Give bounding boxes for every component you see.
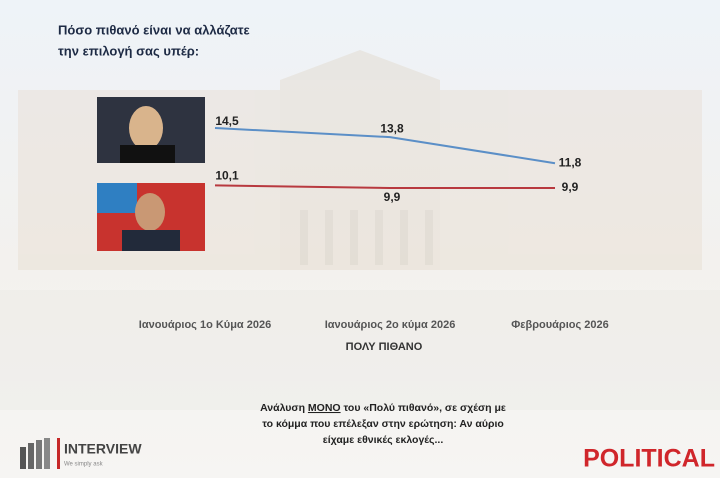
title: Πόσο πιθανό είναι να αλλάζατε την επιλογ… (58, 22, 250, 58)
title-line: την επιλογή σας υπέρ: (58, 43, 199, 58)
x-tick-label: Ιανουάριος 1ο Κύμα 2026 (139, 319, 271, 331)
series-line (214, 127, 556, 165)
logo-tagline: We simply ask (64, 462, 104, 468)
legend-photo (97, 183, 205, 251)
legend-photo (97, 97, 205, 163)
series-line (214, 184, 555, 189)
logo-text: INTERVIEW (64, 441, 142, 457)
title-line: Πόσο πιθανό είναι να αλλάζατε (58, 22, 250, 37)
value-label: 13,8 (380, 121, 404, 135)
note-text: Ανάλυση (260, 402, 305, 414)
note-line: είχαμε εθνικές εκλογές... (323, 434, 444, 446)
value-label: 10,1 (215, 169, 239, 183)
note-line: Ανάλυση ΜΟΝΟ του «Πολύ πιθανό», σε σχέση… (260, 402, 506, 414)
note-text: του «Πολύ πιθανό», σε σχέση με (344, 402, 506, 414)
value-label: 9,9 (562, 180, 579, 194)
x-tick-label: Φεβρουάριος 2026 (511, 319, 608, 331)
note-line: το κόμμα που επέλεξαν στην ερώτηση: Αν α… (262, 418, 504, 430)
x-axis-label: ΠΟΛΥ ΠΙΘΑΝΟ (346, 341, 423, 353)
note-emphasis: ΜΟΝΟ (308, 402, 341, 414)
note: Ανάλυση ΜΟΝΟ του «Πολύ πιθανό», σε σχέση… (260, 402, 506, 446)
value-label: 14,5 (215, 114, 239, 128)
value-label: 11,8 (559, 155, 582, 169)
interview-logo: INTERVIEW We simply ask (20, 438, 142, 469)
logo-text: POLITICAL (583, 445, 715, 473)
x-tick-label: Ιανουάριος 2ο κύμα 2026 (325, 319, 456, 331)
value-label: 9,9 (384, 190, 401, 204)
